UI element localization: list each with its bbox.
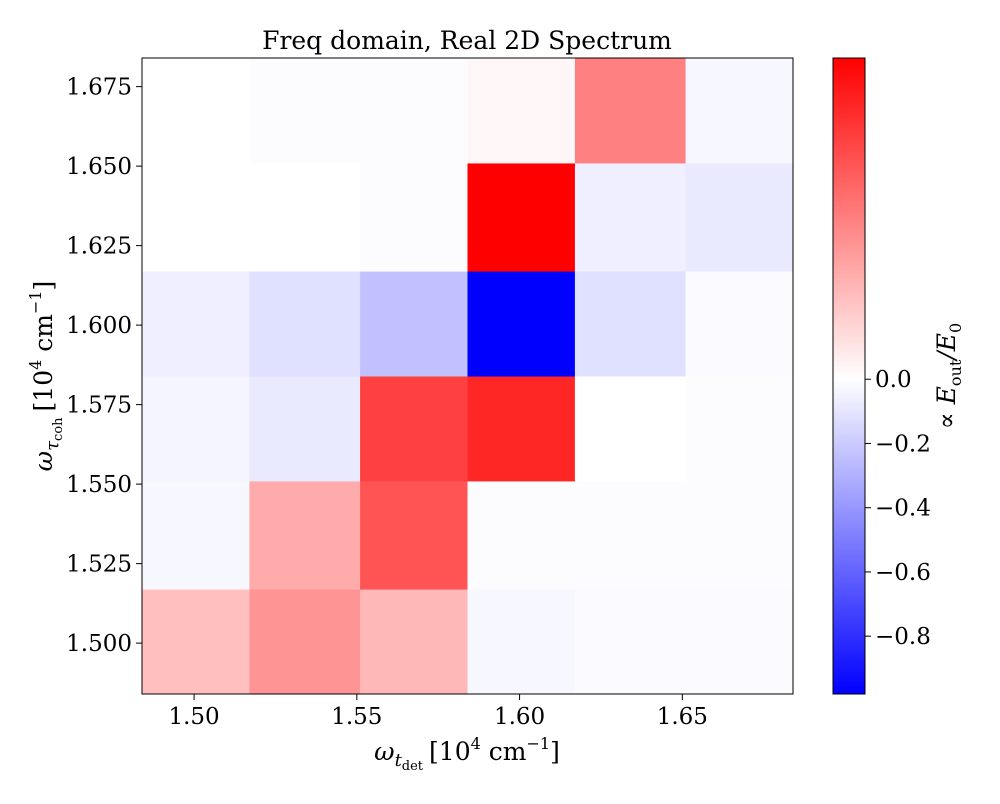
heatmap-cell-r3-c5 [685, 271, 794, 377]
heatmap-cell-r5-c1 [249, 58, 361, 164]
heatmap-cell-r4-c5 [685, 162, 794, 272]
heatmap-cell-r2-c1 [249, 376, 361, 482]
x-tick-label: 1.60 [494, 704, 545, 730]
heatmap-cell-r1-c1 [249, 480, 361, 590]
heatmap-cell-r1-c2 [360, 480, 468, 590]
heatmap-cells [142, 58, 794, 695]
heatmap-cell-r0-c0 [142, 589, 250, 695]
heatmap-cell-r2-c4 [574, 376, 687, 482]
heatmap-cell-r3-c3 [467, 271, 576, 377]
heatmap-cell-r1-c4 [574, 480, 687, 590]
colorbar-tick-label: −0.6 [875, 560, 931, 586]
heatmap-cell-r2-c2 [360, 376, 468, 482]
heatmap-cell-r4-c0 [142, 162, 250, 272]
heatmap-cell-r4-c3 [467, 162, 576, 272]
y-axis-label: ωτcoh[104 cm−1] [26, 281, 66, 472]
y-tick-label: 1.625 [66, 234, 132, 260]
heatmap-cell-r0-c5 [685, 589, 794, 695]
y-axis-ticks: 1.500 1.525 1.550 1.575 1.600 1.625 1.650 1.675 [66, 75, 142, 657]
colorbar-tick-label: 0.0 [875, 367, 912, 393]
y-tick-label: 1.500 [66, 631, 132, 657]
colorbar-tick-label: −0.4 [875, 496, 931, 522]
heatmap-cell-r3-c4 [574, 271, 687, 377]
colorbar [832, 57, 866, 695]
heatmap-cell-r5-c4 [574, 58, 687, 164]
heatmap-cell-r0-c3 [467, 589, 576, 695]
x-axis-label: ωtdet[104 cm−1] [374, 734, 560, 774]
heatmap-cell-r0-c2 [360, 589, 468, 695]
heatmap-cell-r5-c5 [685, 58, 794, 164]
heatmap-cell-r5-c3 [467, 58, 576, 164]
heatmap-cell-r3-c0 [142, 271, 250, 377]
heatmap-cell-r2-c3 [467, 376, 576, 482]
y-tick-label: 1.600 [66, 313, 132, 339]
heatmap-cell-r3-c1 [249, 271, 361, 377]
x-tick-label: 1.50 [168, 704, 219, 730]
y-tick-label: 1.525 [66, 552, 132, 578]
heatmap-cell-r3-c2 [360, 271, 468, 377]
heatmap-cell-r0-c1 [249, 589, 361, 695]
colorbar-ticks: 0.0 −0.2 −0.4 −0.6 −0.8 [865, 367, 931, 650]
y-tick-label: 1.575 [66, 393, 132, 419]
x-tick-label: 1.55 [331, 704, 382, 730]
heatmap-cell-r0-c4 [574, 589, 687, 695]
heatmap-cell-r5-c2 [360, 58, 468, 164]
y-tick-label: 1.650 [66, 154, 132, 180]
heatmap-cell-r1-c5 [685, 480, 794, 590]
heatmap-cell-r2-c5 [685, 376, 794, 482]
colorbar-tick-label: −0.8 [875, 624, 931, 650]
colorbar-tick-label: −0.2 [875, 431, 931, 457]
y-tick-label: 1.675 [66, 75, 132, 101]
x-tick-label: 1.65 [657, 704, 708, 730]
y-tick-label: 1.550 [66, 472, 132, 498]
heatmap-cell-r4-c4 [574, 162, 687, 272]
heatmap-cell-r2-c0 [142, 376, 250, 482]
colorbar-label: ∝ Eout/E0 [932, 323, 965, 429]
heatmap-cell-r5-c0 [142, 58, 250, 164]
x-axis-ticks: 1.50 1.55 1.60 1.65 [168, 694, 708, 730]
heatmap-cell-r1-c0 [142, 480, 250, 590]
heatmap-cell-r4-c1 [249, 162, 361, 272]
chart-title: Freq domain, Real 2D Spectrum [262, 26, 672, 55]
heatmap-cell-r4-c2 [360, 162, 468, 272]
heatmap-cell-r1-c3 [467, 480, 576, 590]
plot-frame [141, 57, 794, 695]
